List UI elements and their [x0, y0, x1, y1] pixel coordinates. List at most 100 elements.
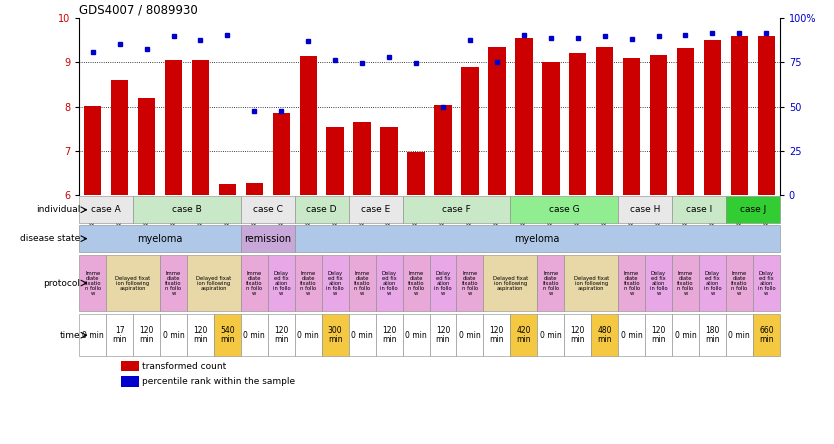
Text: case B: case B — [172, 205, 202, 214]
Text: Imme
diate
fixatio
n follo
w: Imme diate fixatio n follo w — [731, 270, 747, 296]
Bar — [430, 255, 456, 311]
Bar — [133, 314, 160, 356]
Bar — [542, 62, 560, 195]
Bar — [435, 105, 452, 195]
Text: 660
min: 660 min — [759, 326, 774, 344]
Bar — [537, 255, 565, 311]
Text: 180
min: 180 min — [706, 326, 720, 344]
Bar — [672, 255, 699, 311]
Bar — [121, 361, 138, 371]
Text: Imme
diate
fixatio
n follo
w: Imme diate fixatio n follo w — [677, 270, 694, 296]
Text: Delayed fixat
ion following
aspiration: Delayed fixat ion following aspiration — [196, 276, 232, 290]
Bar — [138, 98, 155, 195]
Text: Delayed fixat
ion following
aspiration: Delayed fixat ion following aspiration — [115, 276, 151, 290]
Text: percentile rank within the sample: percentile rank within the sample — [143, 377, 295, 386]
Bar — [672, 196, 726, 223]
Bar — [461, 67, 479, 195]
Bar — [375, 314, 403, 356]
Bar — [380, 127, 398, 195]
Text: Delay
ed fix
ation
in follo
w: Delay ed fix ation in follo w — [757, 270, 775, 296]
Bar — [349, 314, 375, 356]
Bar — [618, 314, 645, 356]
Bar — [187, 314, 214, 356]
Bar — [407, 152, 425, 195]
Bar — [294, 314, 322, 356]
Text: 120
min: 120 min — [382, 326, 396, 344]
Bar — [349, 255, 375, 311]
Bar — [753, 255, 780, 311]
Bar — [488, 47, 505, 195]
Bar — [133, 196, 241, 223]
Text: myeloma: myeloma — [515, 234, 560, 244]
Text: Imme
diate
fixatio
n follo
w: Imme diate fixatio n follo w — [542, 270, 559, 296]
Bar — [214, 314, 241, 356]
Text: 0 min: 0 min — [728, 331, 751, 340]
Bar — [106, 314, 133, 356]
Bar — [192, 60, 209, 195]
Bar — [565, 255, 618, 311]
Bar — [484, 255, 537, 311]
Text: Delay
ed fix
ation
in follo
w: Delay ed fix ation in follo w — [326, 270, 344, 296]
Bar — [569, 53, 586, 195]
Text: Delay
ed fix
ation
in follo
w: Delay ed fix ation in follo w — [650, 270, 667, 296]
Text: myeloma: myeloma — [138, 234, 183, 244]
Text: Imme
diate
fixatio
n follo
w: Imme diate fixatio n follo w — [408, 270, 425, 296]
Text: 300
min: 300 min — [328, 326, 343, 344]
Text: Delayed fixat
ion following
aspiration: Delayed fixat ion following aspiration — [574, 276, 609, 290]
Bar — [537, 314, 565, 356]
Text: 0 min: 0 min — [405, 331, 427, 340]
Text: remission: remission — [244, 234, 291, 244]
Text: 540
min: 540 min — [220, 326, 234, 344]
Text: 0 min: 0 min — [540, 331, 561, 340]
Bar — [79, 314, 106, 356]
Text: Imme
diate
fixatio
n follo
w: Imme diate fixatio n follo w — [246, 270, 263, 296]
Bar — [121, 376, 138, 387]
Bar — [456, 255, 484, 311]
Text: Delayed fixat
ion following
aspiration: Delayed fixat ion following aspiration — [493, 276, 528, 290]
Text: 0 min: 0 min — [675, 331, 696, 340]
Text: 120
min: 120 min — [193, 326, 208, 344]
Bar — [294, 255, 322, 311]
Bar — [241, 225, 294, 252]
Bar — [403, 255, 430, 311]
Bar — [726, 196, 780, 223]
Bar — [241, 196, 294, 223]
Bar — [726, 314, 753, 356]
Text: case H: case H — [630, 205, 661, 214]
Text: case J: case J — [740, 205, 766, 214]
Text: case G: case G — [549, 205, 580, 214]
Text: Delay
ed fix
ation
in follo
w: Delay ed fix ation in follo w — [704, 270, 721, 296]
Bar — [322, 314, 349, 356]
Text: 0 min: 0 min — [459, 331, 481, 340]
Text: case A: case A — [91, 205, 121, 214]
Text: 420
min: 420 min — [516, 326, 531, 344]
Text: case D: case D — [306, 205, 337, 214]
Text: case F: case F — [442, 205, 471, 214]
Bar — [676, 48, 694, 195]
Bar — [349, 196, 403, 223]
Bar — [273, 113, 290, 195]
Bar — [403, 196, 510, 223]
Bar — [623, 58, 641, 195]
Text: Delay
ed fix
ation
in follo
w: Delay ed fix ation in follo w — [435, 270, 452, 296]
Bar — [268, 255, 294, 311]
Bar — [753, 314, 780, 356]
Text: 0 min: 0 min — [351, 331, 373, 340]
Text: Delay
ed fix
ation
in follo
w: Delay ed fix ation in follo w — [273, 270, 290, 296]
Text: Imme
diate
fixatio
n follo
w: Imme diate fixatio n follo w — [84, 270, 101, 296]
Text: 0 min: 0 min — [163, 331, 184, 340]
Bar — [510, 314, 537, 356]
Bar — [757, 36, 775, 195]
Text: transformed count: transformed count — [143, 361, 227, 371]
Bar — [731, 36, 748, 195]
Bar — [591, 314, 618, 356]
Bar — [160, 255, 187, 311]
Text: Imme
diate
fixatio
n follo
w: Imme diate fixatio n follo w — [623, 270, 640, 296]
Bar — [268, 314, 294, 356]
Text: case I: case I — [686, 205, 712, 214]
Bar — [294, 225, 780, 252]
Bar — [650, 56, 667, 195]
Bar — [187, 255, 241, 311]
Bar — [618, 196, 672, 223]
Text: 480
min: 480 min — [597, 326, 612, 344]
